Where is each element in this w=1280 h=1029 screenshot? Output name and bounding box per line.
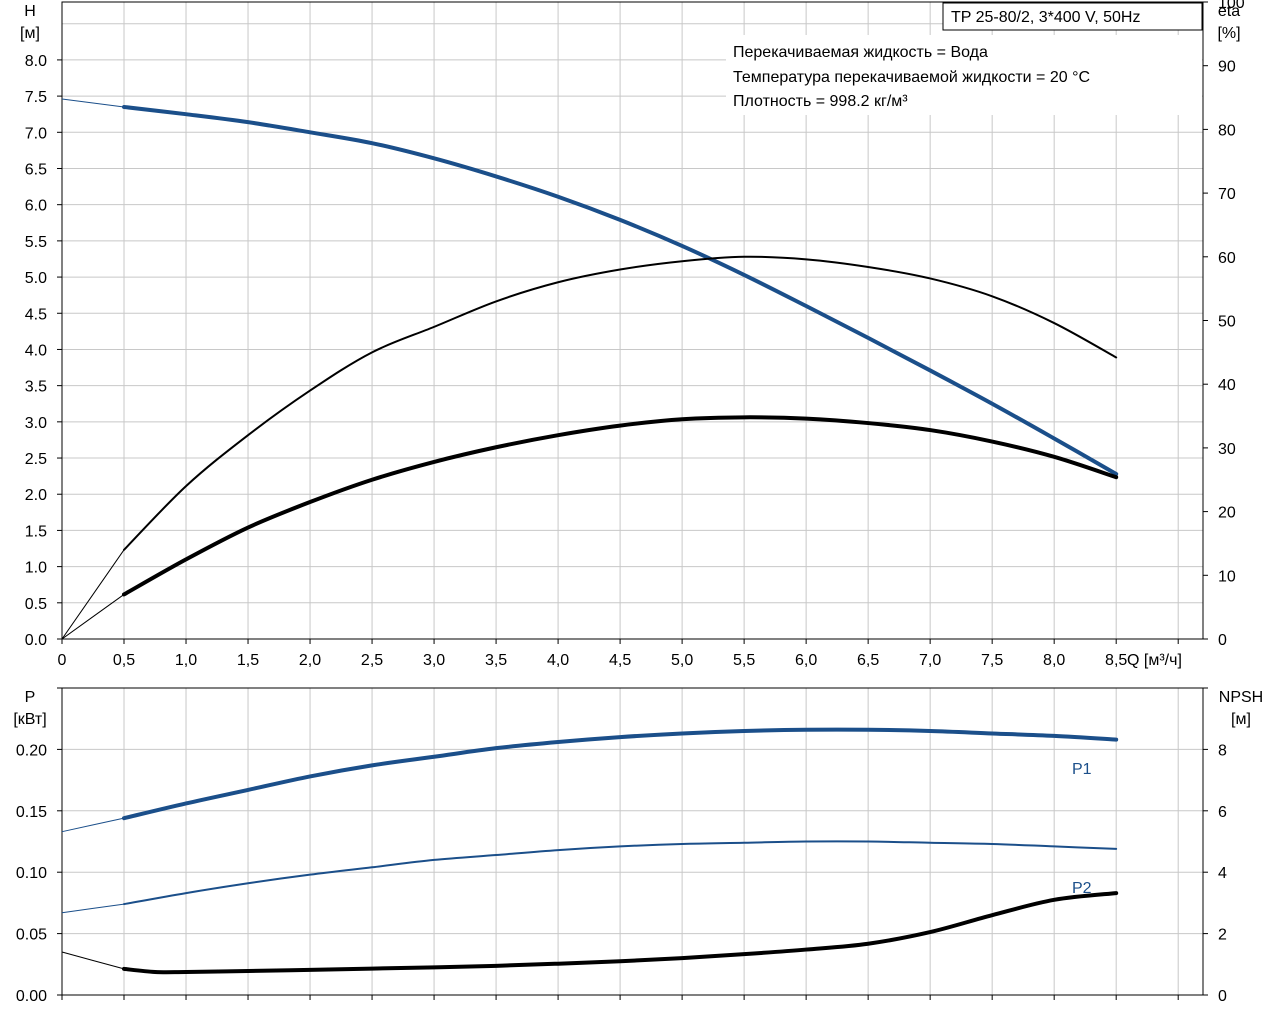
h-tick-label: 6.0: [25, 198, 47, 215]
h-extension-line: [61, 98, 125, 108]
eta-tick-label: 60: [1218, 250, 1236, 267]
p-tick-label: 0.15: [16, 804, 47, 821]
eta-axis-name: eta: [1218, 3, 1240, 20]
q-tick-label: 2,0: [299, 652, 321, 669]
npsh-tick-label: 2: [1218, 927, 1227, 944]
eta-tick-label: 90: [1218, 59, 1236, 76]
npsh-tick-label: 0: [1218, 988, 1227, 1005]
eta-tick-label: 40: [1218, 377, 1236, 394]
q-tick-label: 7,5: [981, 652, 1003, 669]
bottom-chart-curves: [61, 727, 1119, 975]
p-tick-label: 0.10: [16, 865, 47, 882]
h-tick-label: 4.0: [25, 342, 47, 359]
axis-ticks: 0.0 0.5 1.0 1.5 2.0 2.5 3.0 3.5 4.0 4.5 5.0 5.5 6.0 6…: [16, 0, 1245, 1005]
eta-total-curve: [122, 415, 1119, 597]
eta-hydraulic-curve: [123, 255, 1118, 551]
npsh-axis-name: NPSH: [1219, 689, 1263, 706]
eta-tick-label: 10: [1218, 568, 1236, 585]
q-tick-label: 1,5: [237, 652, 259, 669]
p2-curve-label: P2: [1072, 880, 1092, 897]
eta-axis-unit: [%]: [1217, 25, 1240, 42]
p-tick-label: 0.05: [16, 927, 47, 944]
h-tick-label: 0.0: [25, 632, 47, 649]
npsh-extension-line: [61, 951, 125, 970]
title-box: [942, 2, 1203, 31]
p-tick-label: 0.20: [16, 742, 47, 759]
eta-tick-label: 20: [1218, 505, 1236, 522]
p2-curve: [123, 840, 1118, 906]
h-tick-label: 1.0: [25, 560, 47, 577]
h-tick-label: 2.0: [25, 487, 47, 504]
h-axis-unit: [м]: [20, 25, 40, 42]
eta-tick-label: 30: [1218, 441, 1236, 458]
eta-tick-label: 70: [1218, 186, 1236, 203]
h-axis-name: H: [24, 3, 36, 20]
h-tick-label: 8.0: [25, 53, 47, 70]
q-tick-label: 0: [58, 652, 67, 669]
q-tick-label: 6,5: [857, 652, 879, 669]
q-tick-label: 3,5: [485, 652, 507, 669]
q-tick-label: 4,5: [609, 652, 631, 669]
eta-tick-label: 50: [1218, 314, 1236, 331]
p-tick-label: 0.00: [16, 988, 47, 1005]
npsh-tick-label: 6: [1218, 804, 1227, 821]
p-axis-name: P: [25, 689, 36, 706]
eta-tick-label: 80: [1218, 122, 1236, 139]
eta-tick-label: 100: [1218, 0, 1245, 12]
info-panel: [726, 35, 1202, 115]
q-tick-label: 7,0: [919, 652, 941, 669]
eta-hydraulic-extension-line: [61, 549, 125, 640]
eta-total-extension-line: [61, 594, 125, 640]
p1-curve-label: P1: [1072, 761, 1092, 778]
npsh-tick-label: 8: [1218, 742, 1227, 759]
h-tick-label: 2.5: [25, 451, 47, 468]
h-tick-label: 7.0: [25, 125, 47, 142]
p2-extension-line: [61, 903, 125, 914]
h-tick-label: 7.5: [25, 89, 47, 106]
h-tick-label: 1.5: [25, 523, 47, 540]
h-tick-label: 5.0: [25, 270, 47, 287]
q-tick-label: 3,0: [423, 652, 445, 669]
pump-model-title: TP 25-80/2, 3*400 V, 50Hz: [951, 9, 1140, 26]
h-tick-label: 5.5: [25, 234, 47, 251]
h-tick-label: 6.5: [25, 161, 47, 178]
q-tick-label: 1,0: [175, 652, 197, 669]
npsh-curve: [122, 891, 1119, 975]
npsh-tick-label: 4: [1218, 865, 1227, 882]
q-tick-label: 8,5: [1105, 652, 1127, 669]
top-chart-curves: [61, 98, 1119, 640]
q-tick-label: 5,5: [733, 652, 755, 669]
h-tick-label: 0.5: [25, 596, 47, 613]
p-axis-unit: [кВт]: [13, 711, 46, 728]
info-line-density: Плотность = 998.2 кг/м³: [733, 93, 908, 110]
bottom-chart-frame: [61, 687, 1204, 996]
eta-tick-label: 0: [1218, 632, 1227, 649]
q-tick-label: 4,0: [547, 652, 569, 669]
p1-extension-line: [61, 817, 125, 833]
q-tick-label: 0,5: [113, 652, 135, 669]
h-tick-label: 3.0: [25, 415, 47, 432]
q-axis-label: Q [м³/ч]: [1127, 652, 1182, 669]
q-tick-label: 2,5: [361, 652, 383, 669]
npsh-axis-unit: [м]: [1231, 711, 1251, 728]
h-tick-label: 4.5: [25, 306, 47, 323]
h-curve: [122, 104, 1119, 476]
q-tick-label: 6,0: [795, 652, 817, 669]
info-line-temperature: Температура перекачиваемой жидкости = 20…: [733, 69, 1090, 86]
info-line-fluid: Перекачиваемая жидкость = Вода: [733, 44, 988, 61]
h-tick-label: 3.5: [25, 379, 47, 396]
p1-curve: [122, 727, 1119, 821]
q-tick-label: 8,0: [1043, 652, 1065, 669]
q-tick-label: 5,0: [671, 652, 693, 669]
